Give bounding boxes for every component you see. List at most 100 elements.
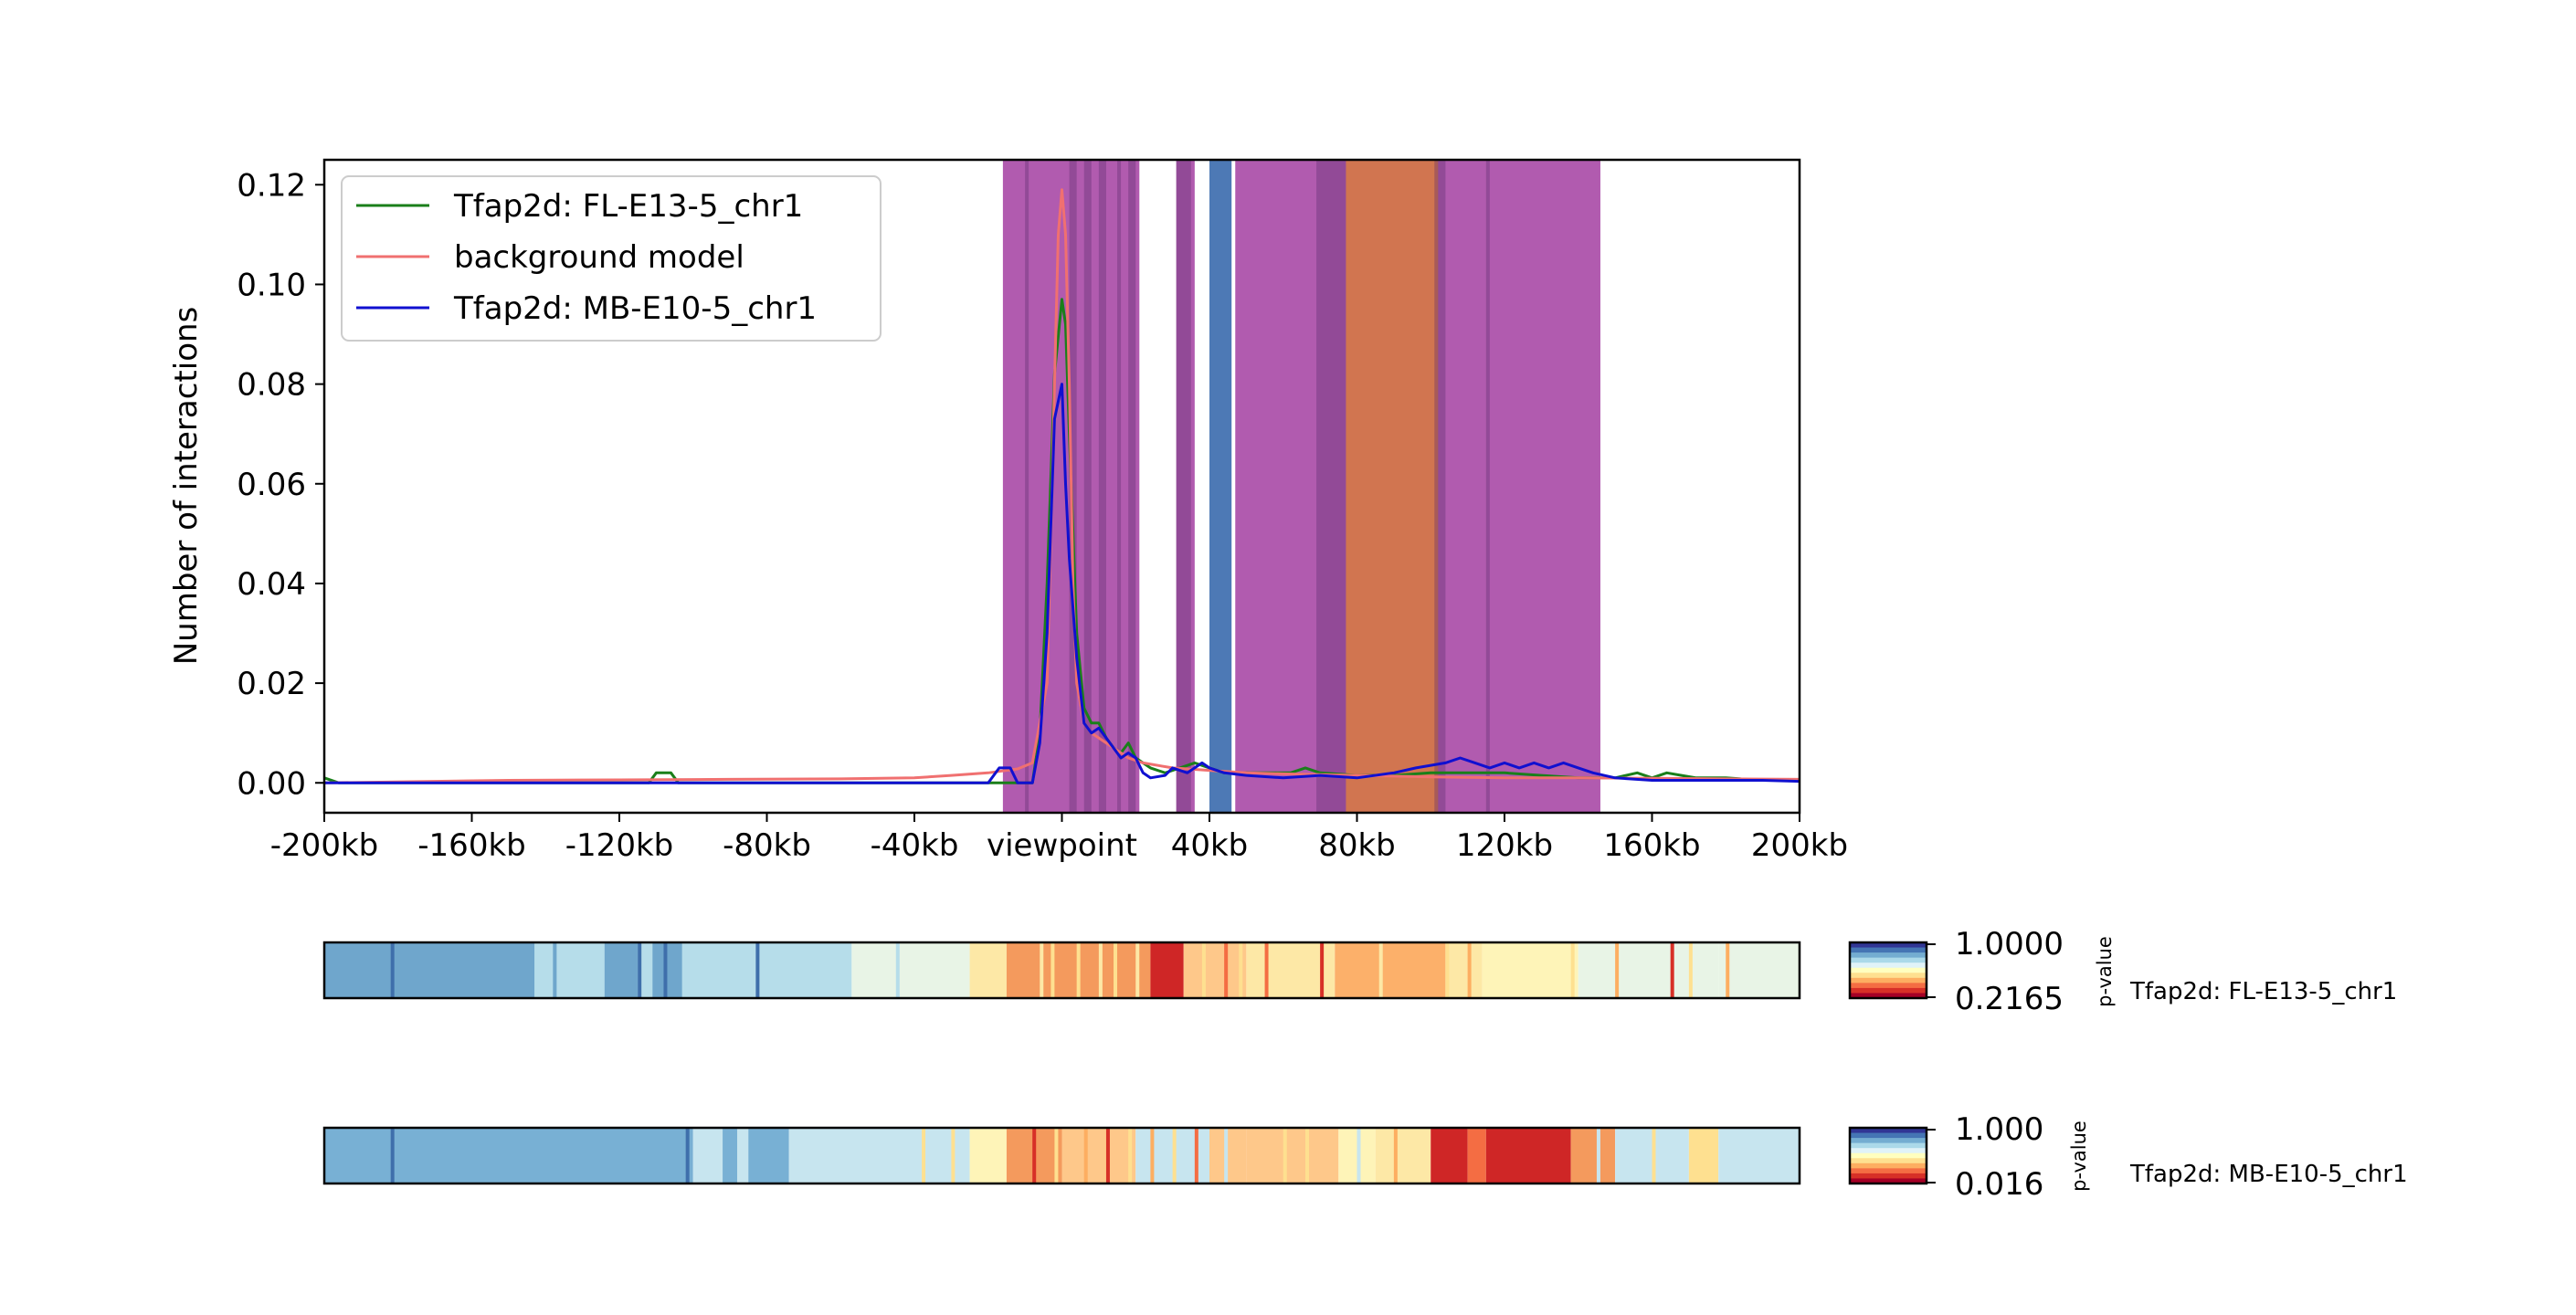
heatmap-cell <box>1482 942 1578 998</box>
heatmap-cell <box>1209 1128 1247 1184</box>
y-tick-label: 0.04 <box>237 566 306 603</box>
y-tick-label: 0.02 <box>237 666 306 702</box>
heatmap-stripe <box>1224 942 1229 998</box>
heatmap-stripe <box>1304 1128 1309 1184</box>
colorbar-swatch <box>1850 963 1927 969</box>
y-tick-label: 0.10 <box>237 267 306 303</box>
heatmap-cell <box>692 1128 723 1184</box>
colorbar-swatch <box>1850 973 1927 979</box>
heatmap-mb-e10-label: Tfap2d: MB-E10-5_chr1 <box>2129 1161 2408 1188</box>
colorbar-swatch <box>1850 1178 1927 1184</box>
legend-label-2: Tfap2d: MB-E10-5_chr1 <box>453 290 817 327</box>
colorbar-swatch <box>1850 957 1927 963</box>
colorbar-swatch <box>1850 1158 1927 1164</box>
heatmap-cell <box>1570 1128 1616 1184</box>
highlight-band <box>1025 160 1029 813</box>
heatmap-cell <box>748 1128 789 1184</box>
heatmap-stripe <box>1264 942 1269 998</box>
y-axis-label: Number of interactions <box>168 307 205 666</box>
heatmap-mb-e10-frame <box>322 1126 1801 1185</box>
x-tick-label: 80kb <box>1318 827 1396 864</box>
heatmap-stripe <box>685 1128 690 1184</box>
highlight-band <box>1316 160 1346 813</box>
heatmap-stripe <box>1128 1128 1133 1184</box>
heatmap-cell <box>1718 1128 1800 1184</box>
heatmap-stripe <box>1290 942 1294 998</box>
heatmap-stripe <box>1114 942 1118 998</box>
heatmap-fl-e13-label: Tfap2d: FL-E13-5_chr1 <box>2129 978 2397 1005</box>
x-tick-label: -120kb <box>565 827 673 864</box>
heatmap-stripe <box>1050 942 1055 998</box>
heatmap-cell <box>1246 1128 1339 1184</box>
heatmap-cell <box>1688 1128 1719 1184</box>
heatmap-stripe <box>1076 942 1081 998</box>
colorbar-swatch <box>1850 1138 1927 1144</box>
colorbar-mb-e10-frame <box>1848 1126 1928 1185</box>
legend-label-0: Tfap2d: FL-E13-5_chr1 <box>453 188 803 225</box>
heatmap-stripe <box>1054 1128 1059 1184</box>
heatmap-stripe <box>390 1128 395 1184</box>
colorbar-fl-e13-label: p-value <box>2094 936 2116 1007</box>
x-tick-label: 200kb <box>1751 827 1848 864</box>
heatmap-cell <box>1335 942 1446 998</box>
heatmap-stripe <box>1726 942 1730 998</box>
y-tick-label: 0.00 <box>237 765 306 802</box>
x-tick-label: -80kb <box>723 827 811 864</box>
heatmap-cell <box>324 1128 693 1184</box>
heatmap-cell <box>969 1128 1007 1184</box>
heatmap-stripe <box>663 942 668 998</box>
highlight-regions <box>1002 160 1600 813</box>
heatmap-stripe <box>1688 942 1693 998</box>
heatmap-stripe <box>1378 942 1383 998</box>
heatmap-cell <box>1061 1128 1136 1184</box>
heatmap-stripe <box>1201 942 1206 998</box>
heatmap-stripe <box>951 1128 955 1184</box>
heatmap-stripe <box>1615 942 1620 998</box>
colorbar-swatch <box>1850 942 1927 949</box>
highlight-band <box>1485 160 1490 813</box>
heatmap-stripe <box>638 942 642 998</box>
series-line-2 <box>324 383 1800 784</box>
colorbar-swatch <box>1850 983 1927 989</box>
x-tick-label: viewpoint <box>987 827 1137 864</box>
heatmap-stripe <box>1357 1128 1361 1184</box>
x-tick-label: -40kb <box>871 827 959 864</box>
heatmap-stripe <box>1098 942 1103 998</box>
heatmap-cell <box>1485 1128 1571 1184</box>
colorbar-swatch <box>1850 947 1927 953</box>
highlight-band <box>1098 160 1106 813</box>
x-tick-label: -160kb <box>417 827 525 864</box>
heatmap-stripe <box>922 1128 926 1184</box>
heatmap-cell <box>1150 942 1184 998</box>
colorbar-swatch <box>1850 1173 1927 1179</box>
heatmap-stripe <box>1393 1128 1398 1184</box>
heatmap-stripe <box>1135 942 1140 998</box>
heatmap-stripe <box>1652 1128 1656 1184</box>
colorbar-fl-e13-tick-label-bottom: 0.2165 <box>1955 981 2064 1017</box>
legend-box <box>341 175 882 342</box>
heatmap-stripe <box>1032 1128 1037 1184</box>
heatmap-cell <box>1445 942 1483 998</box>
heatmap-stripe <box>1596 1128 1600 1184</box>
colorbar-swatch <box>1850 987 1927 994</box>
colorbar-mb-e10 <box>1850 1128 1927 1184</box>
heatmap-fl-e13: 1.0000 0.2165 p-value Tfap2d: FL-E13-5_c… <box>322 926 2397 1017</box>
heatmap-cell <box>1431 1128 1468 1184</box>
heatmap-stripe <box>390 942 395 998</box>
heatmap-fl-e13-cells <box>324 942 1800 998</box>
x-tick-label: -200kb <box>270 827 378 864</box>
colorbar-fl-e13-frame <box>1848 941 1928 1000</box>
heatmap-cell <box>534 942 554 998</box>
heatmap-stripe <box>1467 942 1472 998</box>
colorbar-mb-e10-label: p-value <box>2068 1120 2090 1192</box>
heatmap-cell <box>1183 942 1247 998</box>
colorbar-swatch <box>1850 1152 1927 1159</box>
heatmap-stripe <box>1150 1128 1155 1184</box>
highlight-band <box>1083 160 1092 813</box>
highlight-region <box>1209 160 1232 813</box>
y-tick-label: 0.06 <box>237 467 306 503</box>
legend-label-1: background model <box>454 239 744 276</box>
heatmap-stripe <box>895 942 900 998</box>
heatmap-cell <box>1467 1128 1486 1184</box>
